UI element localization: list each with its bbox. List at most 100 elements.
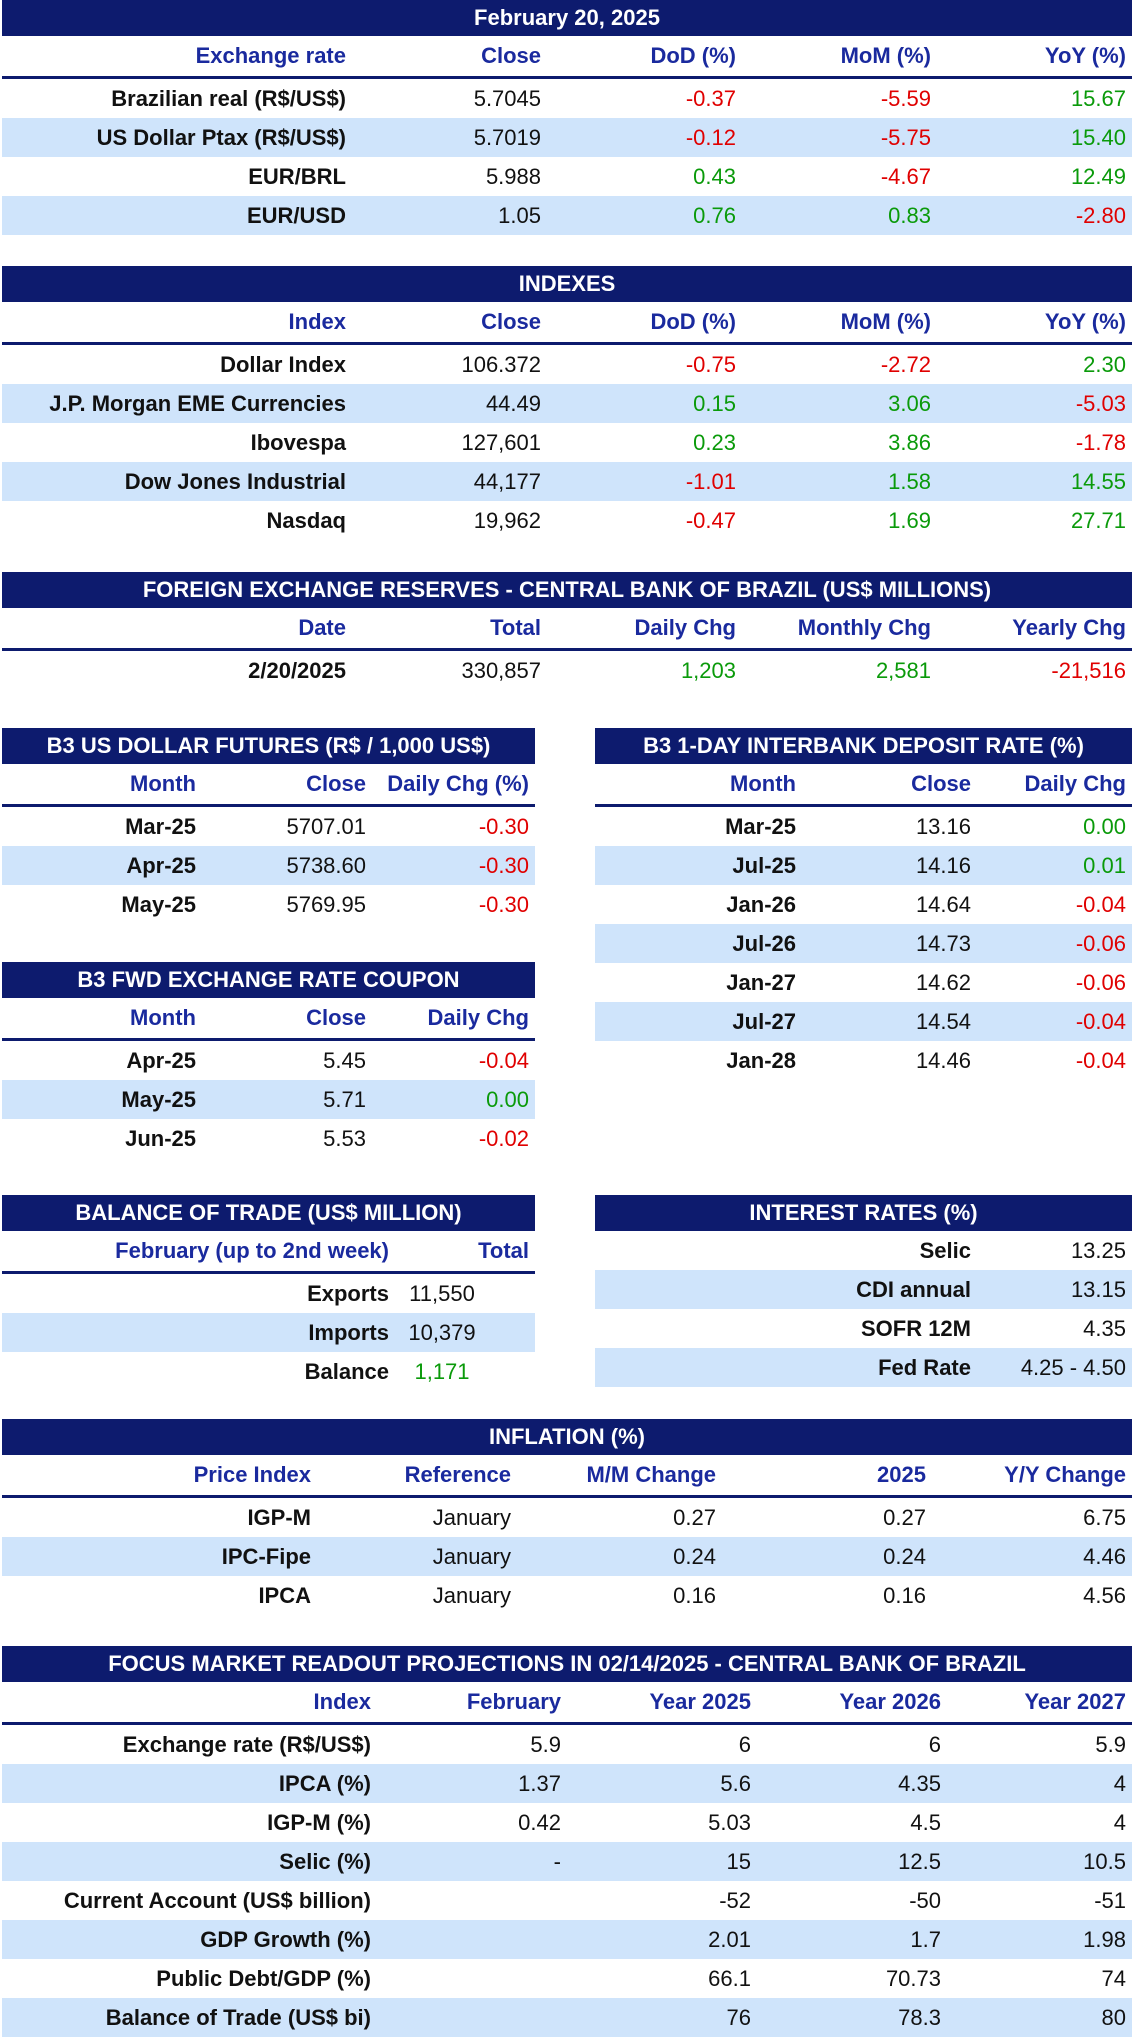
mom-value: 1.69 bbox=[888, 508, 931, 533]
header-cell: Index bbox=[288, 309, 346, 334]
header-cell: Total bbox=[478, 1238, 529, 1263]
header-cell: M/M Change bbox=[586, 1462, 716, 1487]
close-value: 5769.95 bbox=[286, 892, 366, 917]
yoy-value: 15.67 bbox=[1070, 86, 1126, 111]
table-row: Jan-27 14.62 -0.06 bbox=[595, 963, 1132, 1002]
coupon-section: B3 FWD EXCHANGE RATE COUPON Month Close … bbox=[2, 962, 535, 1158]
table-row: Balance of Trade (US$ bi) 76 78.3 80 bbox=[2, 1998, 1132, 2037]
month-label: Jul-26 bbox=[732, 931, 796, 956]
close-value: 44,177 bbox=[473, 469, 541, 494]
total-value: 10,379 bbox=[408, 1320, 476, 1345]
dod-value: -1.01 bbox=[685, 469, 736, 494]
month-label: Mar-25 bbox=[125, 814, 196, 839]
yoy-value: 14.55 bbox=[1070, 469, 1126, 494]
row-label: Current Account (US$ billion) bbox=[63, 1888, 371, 1913]
table-row: IGP-M January 0.27 0.27 6.75 bbox=[2, 1498, 1132, 1537]
table-row: EUR/USD 1.05 0.76 0.83 -2.80 bbox=[2, 196, 1132, 235]
y25-value: -52 bbox=[719, 1888, 751, 1913]
reserves-yearly: -21,516 bbox=[1051, 658, 1126, 683]
table-row: Dollar Index 106.372 -0.75 -2.72 2.30 bbox=[2, 345, 1132, 384]
yoy-value: -2.80 bbox=[1075, 203, 1126, 228]
y25-value: 66.1 bbox=[708, 1966, 751, 1991]
table-row: Balance 1,171 bbox=[2, 1352, 535, 1391]
focus-header: Index February Year 2025 Year 2026 Year … bbox=[2, 1682, 1132, 1725]
row-label: IPCA (%) bbox=[278, 1771, 371, 1796]
feb-value bbox=[377, 1881, 567, 1920]
chg-value: -0.04 bbox=[1075, 892, 1126, 917]
table-row: CDI annual 13.15 bbox=[595, 1270, 1132, 1309]
table-row: Imports 10,379 bbox=[2, 1313, 535, 1352]
row-fill bbox=[495, 1313, 535, 1352]
exchange-rate-title: February 20, 2025 bbox=[2, 0, 1132, 36]
indexes-section: INDEXES Index Close DoD (%) MoM (%) YoY … bbox=[2, 266, 1132, 540]
y25-value: 6 bbox=[738, 1732, 751, 1757]
month-label: Jan-28 bbox=[726, 1048, 796, 1073]
table-row: US Dollar Ptax (R$/US$) 5.7019 -0.12 -5.… bbox=[2, 118, 1132, 157]
chg-value: 0.00 bbox=[486, 1087, 529, 1112]
mom-value: 3.06 bbox=[888, 391, 931, 416]
table-row: Nasdaq 19,962 -0.47 1.69 27.71 bbox=[2, 501, 1132, 540]
header-cell: Year 2026 bbox=[839, 1689, 941, 1714]
y27-value: 4 bbox=[1113, 1810, 1126, 1835]
chg-value: -0.30 bbox=[478, 853, 529, 878]
header-cell: Price Index bbox=[193, 1462, 311, 1487]
ytd-value: 0.24 bbox=[883, 1544, 926, 1569]
y27-value: 1.98 bbox=[1083, 1927, 1126, 1952]
interbank-section: B3 1-DAY INTERBANK DEPOSIT RATE (%) Mont… bbox=[595, 728, 1132, 1080]
row-label: Imports bbox=[308, 1320, 389, 1345]
exchange-rate-section: February 20, 2025 Exchange rate Close Do… bbox=[2, 0, 1132, 235]
row-label: Fed Rate bbox=[878, 1355, 971, 1380]
header-cell: February (up to 2nd week) bbox=[115, 1238, 389, 1263]
close-value: 19,962 bbox=[473, 508, 541, 533]
y25-value: 2.01 bbox=[708, 1927, 751, 1952]
table-row: IPCA January 0.16 0.16 4.56 bbox=[2, 1576, 1132, 1615]
yy-value: 4.56 bbox=[1083, 1583, 1126, 1608]
table-row: Fed Rate 4.25 - 4.50 bbox=[595, 1348, 1132, 1387]
yoy-value: 12.49 bbox=[1070, 164, 1126, 189]
futures-section: B3 US DOLLAR FUTURES (R$ / 1,000 US$) Mo… bbox=[2, 728, 535, 924]
y25-value: 76 bbox=[726, 2005, 751, 2030]
y26-value: -50 bbox=[909, 1888, 941, 1913]
header-cell: Close bbox=[306, 771, 366, 796]
y26-value: 12.5 bbox=[898, 1849, 941, 1874]
table-row: Apr-25 5738.60 -0.30 bbox=[2, 846, 535, 885]
close-value: 106.372 bbox=[461, 352, 541, 377]
row-label: Ibovespa bbox=[250, 430, 346, 455]
chg-value: -0.06 bbox=[1075, 970, 1126, 995]
table-row: Selic (%) - 15 12.5 10.5 bbox=[2, 1842, 1132, 1881]
header-cell: DoD (%) bbox=[650, 309, 736, 334]
close-value: 14.73 bbox=[915, 931, 971, 956]
rate-value: 13.15 bbox=[1070, 1277, 1126, 1302]
header-cell: Close bbox=[481, 43, 541, 68]
yoy-value: 2.30 bbox=[1083, 352, 1126, 377]
close-value: 5.53 bbox=[323, 1126, 366, 1151]
header-cell: Daily Chg bbox=[1024, 771, 1126, 796]
table-row: Jun-25 5.53 -0.02 bbox=[2, 1119, 535, 1158]
yoy-value: 15.40 bbox=[1070, 125, 1126, 150]
dod-value: 0.76 bbox=[693, 203, 736, 228]
row-label: SOFR 12M bbox=[860, 1316, 971, 1341]
header-cell: Total bbox=[490, 615, 541, 640]
y26-value: 78.3 bbox=[898, 2005, 941, 2030]
row-label: Exchange rate (R$/US$) bbox=[122, 1732, 371, 1757]
feb-value: 1.37 bbox=[518, 1771, 561, 1796]
inflation-title: INFLATION (%) bbox=[2, 1419, 1132, 1455]
table-row: EUR/BRL 5.988 0.43 -4.67 12.49 bbox=[2, 157, 1132, 196]
y27-value: 4 bbox=[1113, 1771, 1126, 1796]
header-cell: Month bbox=[130, 771, 196, 796]
header-cell: Year 2025 bbox=[649, 1689, 751, 1714]
yy-value: 6.75 bbox=[1083, 1505, 1126, 1530]
close-value: 5738.60 bbox=[286, 853, 366, 878]
yoy-value: -1.78 bbox=[1075, 430, 1126, 455]
yoy-value: 27.71 bbox=[1070, 508, 1126, 533]
row-label: Exports bbox=[307, 1281, 389, 1306]
row-label: Balance of Trade (US$ bi) bbox=[105, 2005, 371, 2030]
header-cell: YoY (%) bbox=[1044, 43, 1126, 68]
feb-value bbox=[377, 1998, 567, 2037]
chg-value: -0.02 bbox=[478, 1126, 529, 1151]
feb-value bbox=[377, 1959, 567, 1998]
reserves-title: FOREIGN EXCHANGE RESERVES - CENTRAL BANK… bbox=[2, 572, 1132, 608]
row-label: IPCA bbox=[258, 1583, 311, 1608]
y25-value: 5.03 bbox=[708, 1810, 751, 1835]
mom-value: -4.67 bbox=[880, 164, 931, 189]
